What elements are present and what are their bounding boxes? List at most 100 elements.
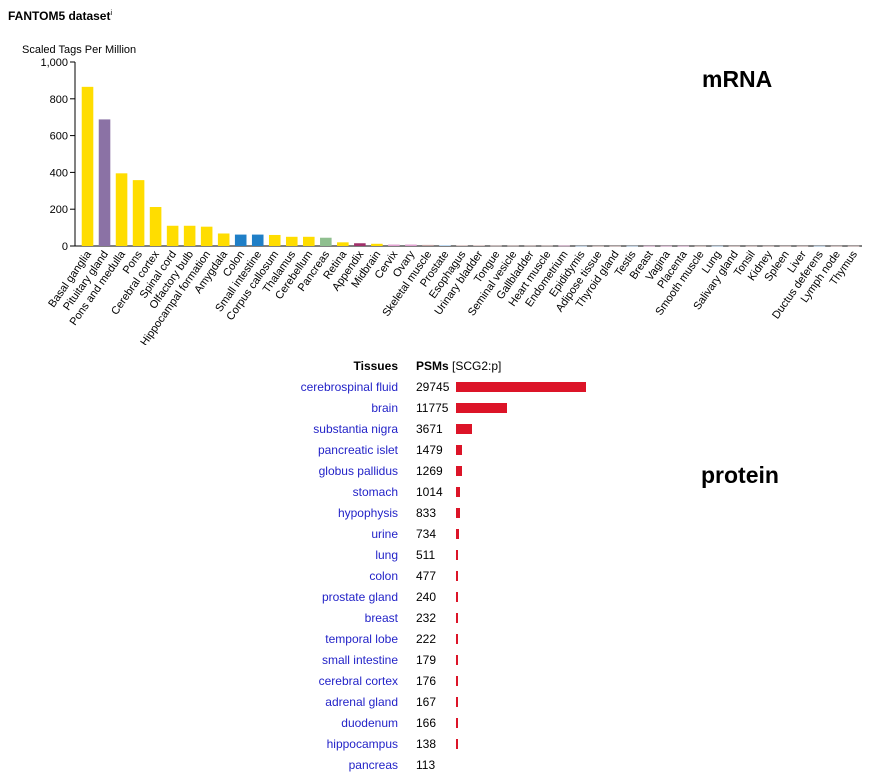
tissue-link[interactable]: prostate gland <box>321 590 398 604</box>
bar[interactable] <box>830 245 843 247</box>
bar[interactable] <box>694 245 707 247</box>
info-icon[interactable]: i <box>110 10 113 17</box>
protein-row: colon 477 <box>0 566 886 587</box>
bar[interactable] <box>660 245 673 247</box>
protein-row: cerebrospinal fluid 29745 <box>0 377 886 398</box>
bar[interactable] <box>677 245 690 247</box>
bar[interactable] <box>626 245 638 247</box>
psm-bar <box>456 424 473 434</box>
bar[interactable] <box>575 245 587 247</box>
bar[interactable] <box>524 245 536 247</box>
tissue-link[interactable]: colon <box>369 569 398 583</box>
tissue-link[interactable]: duodenum <box>341 716 398 730</box>
bar[interactable] <box>303 236 315 246</box>
tissue-link[interactable]: urine <box>371 527 398 541</box>
tissue-link[interactable]: small intestine <box>321 653 398 667</box>
bar[interactable] <box>490 245 502 247</box>
psm-bar <box>456 739 458 749</box>
protein-row: substantia nigra 3671 <box>0 419 886 440</box>
tissue-link[interactable]: substantia nigra <box>313 422 398 436</box>
bar[interactable] <box>371 243 383 246</box>
psm-value: 29745 <box>416 380 450 394</box>
psm-bar <box>456 487 461 497</box>
bar[interactable] <box>592 245 604 247</box>
mrna-annotation: mRNA <box>702 66 773 92</box>
bar[interactable] <box>728 245 741 247</box>
bar[interactable] <box>847 245 860 247</box>
bar[interactable] <box>183 225 196 246</box>
bar[interactable] <box>473 245 485 247</box>
tissue-link[interactable]: hypophysis <box>337 506 398 520</box>
tissue-link[interactable]: breast <box>364 611 398 625</box>
bar[interactable] <box>251 234 264 246</box>
bar[interactable] <box>337 242 349 246</box>
bar[interactable] <box>558 245 570 247</box>
bar[interactable] <box>285 236 298 246</box>
bar[interactable] <box>200 226 213 246</box>
bar[interactable] <box>98 119 111 246</box>
tissue-link[interactable]: cerebral cortex <box>318 674 398 688</box>
bar[interactable] <box>320 237 332 246</box>
bar[interactable] <box>388 244 400 246</box>
psm-bar <box>456 613 458 623</box>
psm-value: 1479 <box>416 443 443 457</box>
bar[interactable] <box>132 180 145 246</box>
tissue-link[interactable]: hippocampus <box>326 737 398 751</box>
psm-value: 1014 <box>416 485 443 499</box>
bar[interactable] <box>81 86 94 246</box>
psm-bar <box>456 382 586 392</box>
tissue-link[interactable]: brain <box>371 401 398 415</box>
protein-header-psms: PSMs [SCG2:p] <box>416 359 501 373</box>
tissue-link[interactable]: globus pallidus <box>318 464 398 478</box>
psm-value: 113 <box>416 758 436 772</box>
tissue-link[interactable]: pancreatic islet <box>317 443 398 457</box>
bar[interactable] <box>762 245 775 247</box>
bar[interactable] <box>234 234 247 246</box>
bar[interactable] <box>166 225 179 246</box>
protein-row: prostate gland 240 <box>0 587 886 608</box>
tissue-link[interactable]: lung <box>375 548 398 562</box>
bar[interactable] <box>217 233 230 246</box>
psm-value: 734 <box>416 527 437 541</box>
tissue-link[interactable]: temporal lobe <box>325 632 398 646</box>
bar[interactable] <box>354 243 366 246</box>
bar[interactable] <box>711 245 724 247</box>
bar[interactable] <box>813 245 826 247</box>
psm-value: 166 <box>416 716 437 730</box>
bar[interactable] <box>439 245 451 246</box>
bar[interactable] <box>456 245 468 247</box>
protein-row: small intestine 179 <box>0 650 886 671</box>
bar[interactable] <box>115 173 128 246</box>
psm-value: 167 <box>416 695 437 709</box>
psm-bar <box>456 508 460 518</box>
bar[interactable] <box>149 206 162 246</box>
psm-bar <box>456 550 459 560</box>
psm-value: 240 <box>416 590 437 604</box>
psm-value: 138 <box>416 737 437 751</box>
psm-value: 179 <box>416 653 437 667</box>
bar[interactable] <box>643 245 656 247</box>
protein-row: hippocampus 138 <box>0 734 886 755</box>
mrna-bar-chart: Scaled Tags Per Million 0 200 400 600 800 1,0… <box>22 44 862 345</box>
psm-value: 11775 <box>416 401 449 415</box>
bar[interactable] <box>507 245 519 247</box>
tissue-link[interactable]: adrenal gland <box>325 695 398 709</box>
tissue-link[interactable]: pancreas <box>348 758 398 772</box>
bar[interactable] <box>405 244 417 246</box>
tissue-link[interactable]: cerebrospinal fluid <box>300 380 398 394</box>
bar[interactable] <box>422 244 434 246</box>
bar[interactable] <box>745 245 758 247</box>
y-axis-label: Scaled Tags Per Million <box>22 44 136 56</box>
bar[interactable] <box>541 245 553 247</box>
bar[interactable] <box>779 245 792 247</box>
psm-bar <box>456 676 458 686</box>
bar[interactable] <box>268 234 281 246</box>
tissue-link[interactable]: stomach <box>352 485 398 499</box>
bar[interactable] <box>796 245 809 247</box>
psms-header-label: PSMs <box>416 359 449 373</box>
dataset-title-text: FANTOM5 dataset <box>8 9 111 23</box>
psm-bar <box>456 403 508 413</box>
bar[interactable] <box>609 245 621 247</box>
psm-value: 222 <box>416 632 437 646</box>
